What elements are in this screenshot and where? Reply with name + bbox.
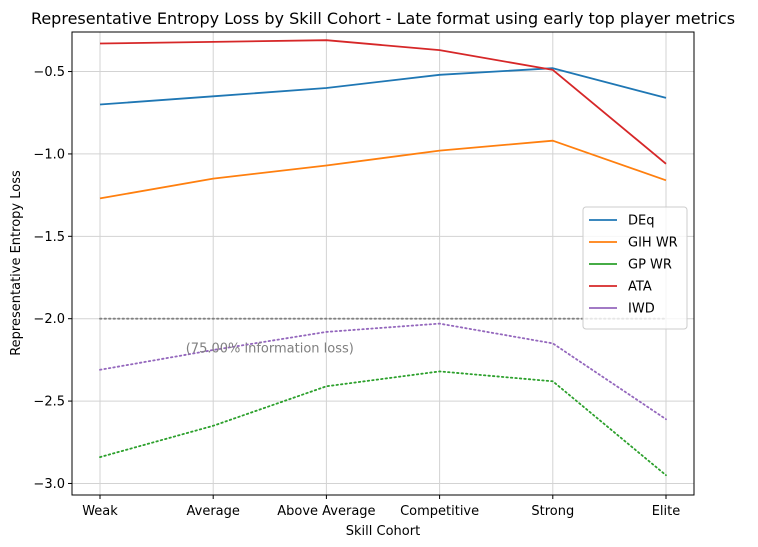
series-line-ata xyxy=(99,39,667,165)
series-line-deq xyxy=(99,67,667,106)
series-lines xyxy=(99,39,667,477)
x-tick-label: Above Average xyxy=(277,504,375,519)
x-tick-label: Average xyxy=(187,504,240,519)
y-axis-ticks: −3.0 −2.5 −2.0 −1.5 −1.0 −0.5 xyxy=(33,65,72,492)
x-tick-label: Elite xyxy=(652,504,681,519)
legend-label: ATA xyxy=(628,280,652,295)
x-axis-label: Skill Cohort xyxy=(346,524,420,539)
plot-frame xyxy=(71,31,695,496)
legend-box xyxy=(582,206,688,330)
y-tick-label: −1.5 xyxy=(33,230,65,245)
y-axis-label: Representative Entropy Loss xyxy=(9,170,24,356)
series-line-gih-wr xyxy=(99,139,667,200)
y-tick-label: −2.5 xyxy=(33,395,65,410)
chart-title: Representative Entropy Loss by Skill Coh… xyxy=(31,9,735,28)
legend-label: IWD xyxy=(628,302,655,317)
y-tick-label: −2.0 xyxy=(33,312,65,327)
y-tick-label: −0.5 xyxy=(33,65,65,80)
series-line-iwd xyxy=(99,322,667,421)
annotation-label: (75.00% information loss) xyxy=(186,341,354,356)
legend-label: GIH WR xyxy=(628,236,678,251)
series-line-gp-wr xyxy=(99,370,667,477)
x-tick-label: Strong xyxy=(531,504,574,519)
x-tick-label: Competitive xyxy=(400,504,479,519)
legend: DEq GIH WR GP WR ATA IWD xyxy=(582,206,688,330)
legend-label: DEq xyxy=(628,214,654,229)
x-axis-ticks: Weak Average Above Average Competitive Stron… xyxy=(82,495,680,519)
legend-label: GP WR xyxy=(628,258,672,273)
y-tick-label: −3.0 xyxy=(33,477,65,492)
x-tick-label: Weak xyxy=(82,504,118,519)
y-tick-label: −1.0 xyxy=(33,147,65,162)
